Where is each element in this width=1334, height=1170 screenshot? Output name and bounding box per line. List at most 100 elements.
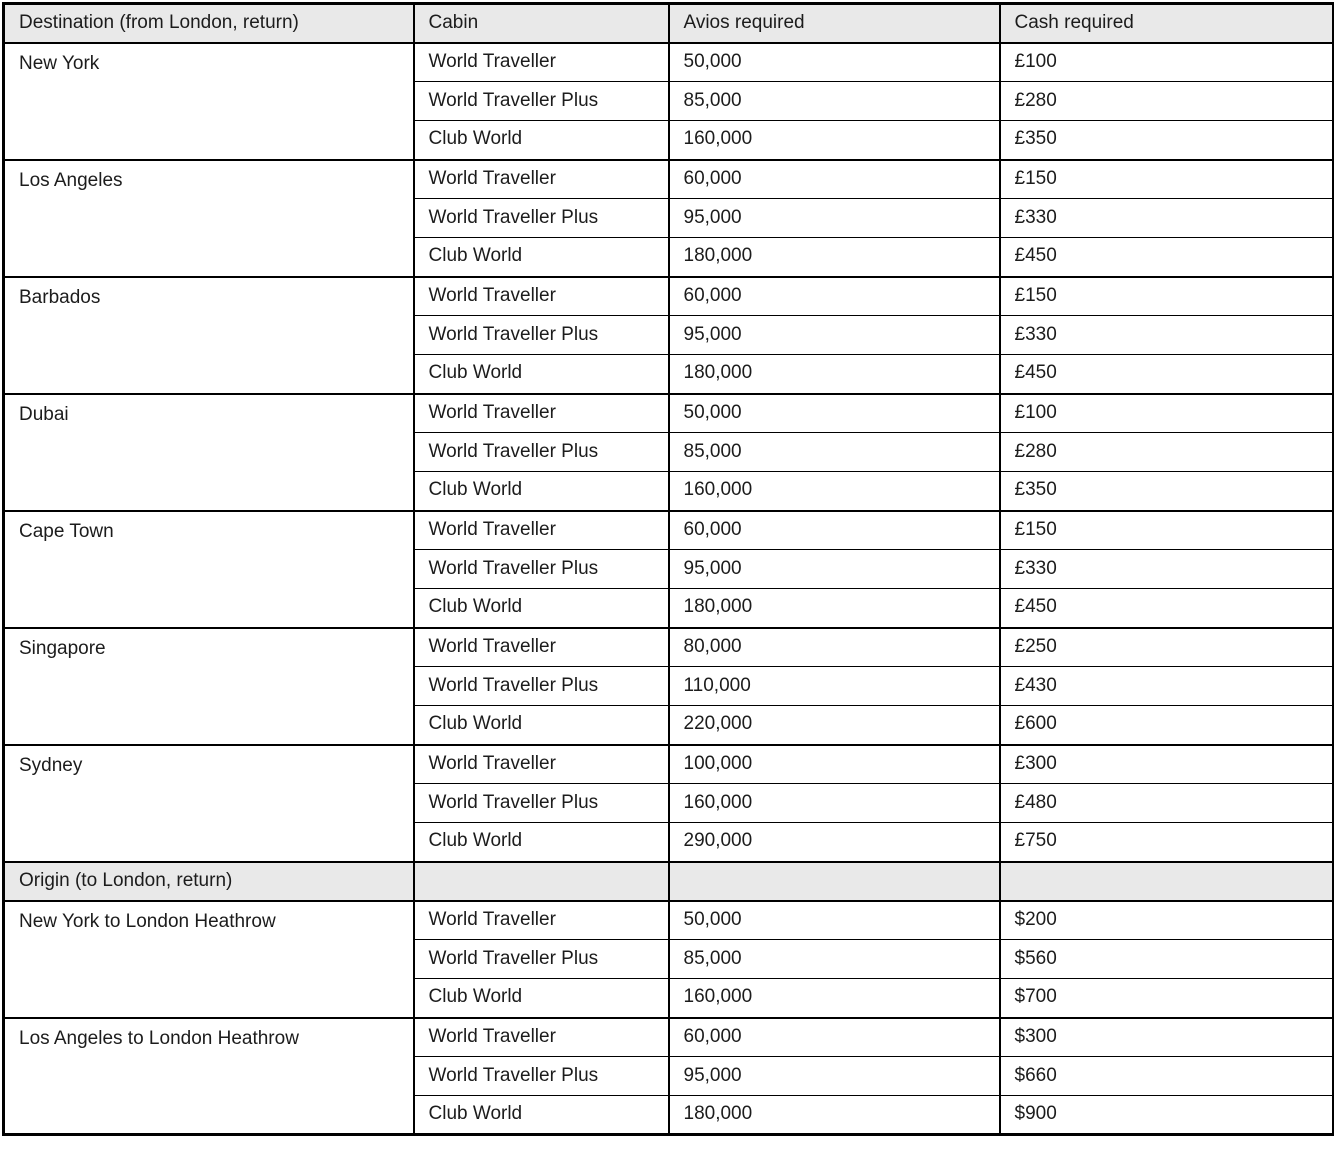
cash-required-cell: $200: [998, 899, 1334, 940]
cash-required-cell: £150: [998, 509, 1334, 550]
table-row: World Traveller Plus 85,000 £280: [4, 81, 1334, 121]
cash-required-cell: £100: [998, 392, 1334, 433]
table-header: Destination (from London, return) Cabin …: [2, 3, 1334, 44]
cash-required-cell: £430: [998, 666, 1334, 706]
destination-cell: Dubai: [2, 392, 414, 511]
cash-required-cell: £300: [998, 743, 1334, 784]
table-row: Club World 160,000 $700: [4, 978, 1334, 1018]
section-empty-cell: [998, 860, 1334, 901]
cabin-cell: Club World: [412, 1095, 669, 1135]
cabin-cell: Club World: [412, 471, 669, 511]
table-row: New York to London Heathrow World Travell…: [2, 899, 1334, 1018]
cabin-cell: World Traveller Plus: [412, 315, 669, 355]
cash-required-cell: £350: [998, 471, 1334, 511]
cabin-cell: World Traveller Plus: [412, 1056, 669, 1096]
cash-required-cell: $300: [998, 1016, 1334, 1057]
cash-required-cell: £450: [998, 354, 1334, 394]
table-row: Cape Town World Traveller 60,000 £150: [2, 509, 1334, 628]
cabin-cell: World Traveller: [412, 626, 669, 667]
cabin-cell: World Traveller: [412, 899, 669, 940]
section-title-cell: Origin (to London, return): [2, 860, 414, 901]
cash-required-cell: £350: [998, 120, 1334, 160]
avios-required-cell: 50,000: [667, 899, 1000, 940]
avios-required-cell: 50,000: [667, 392, 1000, 433]
avios-required-cell: 95,000: [667, 315, 1000, 355]
cabin-cell: Club World: [412, 588, 669, 628]
cash-required-cell: £450: [998, 237, 1334, 277]
cabin-cell: World Traveller Plus: [412, 666, 669, 706]
cash-required-cell: £330: [998, 198, 1334, 238]
header-row: Destination (from London, return) Cabin …: [2, 3, 1334, 44]
table-row: World Traveller Plus 95,000 $660: [4, 1056, 1334, 1096]
table-row: Club World 180,000 £450: [4, 354, 1334, 394]
table-row: Club World 180,000 £450: [4, 588, 1334, 628]
avios-required-cell: 180,000: [667, 354, 1000, 394]
cabin-cell: World Traveller: [412, 41, 669, 82]
avios-required-cell: 50,000: [667, 41, 1000, 82]
avios-required-cell: 180,000: [667, 588, 1000, 628]
cash-required-cell: £250: [998, 626, 1334, 667]
table-row: World Traveller Plus 95,000 £330: [4, 549, 1334, 589]
cabin-cell: World Traveller: [412, 392, 669, 433]
table-row: Club World 290,000 £750: [4, 822, 1334, 862]
cabin-cell: World Traveller Plus: [412, 81, 669, 121]
avios-required-cell: 160,000: [667, 120, 1000, 160]
avios-required-cell: 85,000: [667, 432, 1000, 472]
table-row: World Traveller Plus 95,000 £330: [4, 315, 1334, 355]
cabin-cell: Club World: [412, 120, 669, 160]
avios-required-cell: 160,000: [667, 978, 1000, 1018]
cash-required-cell: £100: [998, 41, 1334, 82]
cash-required-cell: £330: [998, 315, 1334, 355]
cabin-cell: Club World: [412, 705, 669, 745]
column-header-cabin: Cabin: [412, 3, 669, 44]
cabin-cell: Club World: [412, 354, 669, 394]
destination-cell: New York: [2, 41, 414, 160]
destination-cell: Cape Town: [2, 509, 414, 628]
cabin-cell: Club World: [412, 822, 669, 862]
table-row: Singapore World Traveller 80,000 £250: [2, 626, 1334, 745]
avios-required-cell: 60,000: [667, 158, 1000, 199]
table-row: New York World Traveller 50,000 £100: [2, 41, 1334, 160]
avios-required-cell: 85,000: [667, 939, 1000, 979]
table-row: Club World 180,000 £450: [4, 237, 1334, 277]
cash-required-cell: £450: [998, 588, 1334, 628]
destination-cell: Barbados: [2, 275, 414, 394]
avios-required-cell: 95,000: [667, 549, 1000, 589]
table-row: Sydney World Traveller 100,000 £300: [2, 743, 1334, 862]
destination-cell: Los Angeles: [2, 158, 414, 277]
cash-required-cell: £600: [998, 705, 1334, 745]
table-row: Club World 220,000 £600: [4, 705, 1334, 745]
cabin-cell: World Traveller Plus: [412, 783, 669, 823]
cabin-cell: World Traveller: [412, 158, 669, 199]
cash-required-cell: £150: [998, 158, 1334, 199]
destination-cell: Los Angeles to London Heathrow: [2, 1016, 414, 1135]
avios-required-cell: 160,000: [667, 471, 1000, 511]
cash-required-cell: $900: [998, 1095, 1334, 1135]
cash-required-cell: £480: [998, 783, 1334, 823]
avios-required-cell: 180,000: [667, 1095, 1000, 1135]
table-row: Los Angeles to London Heathrow World Trav…: [2, 1016, 1334, 1135]
avios-required-cell: 60,000: [667, 509, 1000, 550]
cabin-cell: Club World: [412, 978, 669, 1018]
avios-required-cell: 95,000: [667, 1056, 1000, 1096]
avios-required-cell: 95,000: [667, 198, 1000, 238]
cash-required-cell: £280: [998, 81, 1334, 121]
destination-cell: Singapore: [2, 626, 414, 745]
cabin-cell: World Traveller Plus: [412, 432, 669, 472]
avios-required-cell: 290,000: [667, 822, 1000, 862]
cash-required-cell: $660: [998, 1056, 1334, 1096]
cabin-cell: World Traveller Plus: [412, 939, 669, 979]
cash-required-cell: £150: [998, 275, 1334, 316]
avios-required-cell: 60,000: [667, 275, 1000, 316]
avios-required-cell: 220,000: [667, 705, 1000, 745]
avios-required-cell: 160,000: [667, 783, 1000, 823]
section-empty-cell: [412, 860, 669, 901]
table-row: Club World 180,000 $900: [4, 1095, 1334, 1135]
table-row: Dubai World Traveller 50,000 £100: [2, 392, 1334, 511]
cabin-cell: World Traveller: [412, 509, 669, 550]
column-header-destination: Destination (from London, return): [2, 3, 414, 44]
column-header-cash-required: Cash required: [998, 3, 1334, 44]
section-header-row: Origin (to London, return): [2, 860, 1334, 901]
cabin-cell: World Traveller Plus: [412, 198, 669, 238]
